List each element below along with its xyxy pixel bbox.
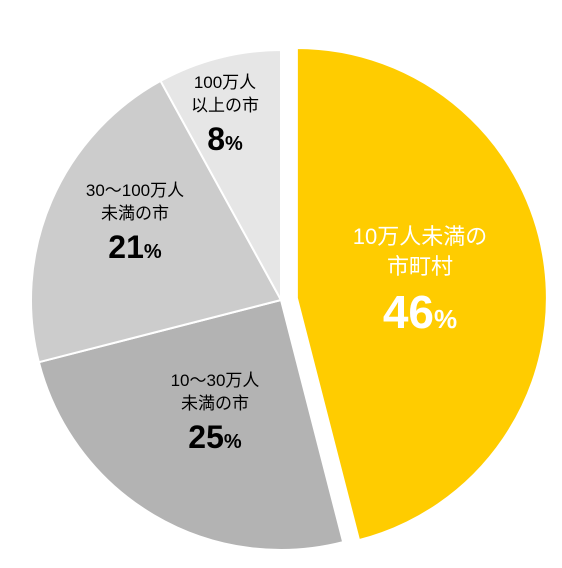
pie-percent-number: 8 bbox=[207, 121, 225, 157]
pie-label-line: 10〜30万人 bbox=[140, 370, 290, 393]
pie-label-s2: 10〜30万人 未満の市 25% bbox=[140, 370, 290, 459]
pie-percent-symbol: % bbox=[434, 304, 457, 334]
pie-label-percent: 46% bbox=[320, 281, 520, 343]
pie-label-line: 以上の市 bbox=[165, 95, 285, 118]
pie-label-line: 未満の市 bbox=[140, 393, 290, 416]
pie-chart: 10万人未満の 市町村 46% 10〜30万人 未満の市 25% 30〜100万… bbox=[0, 0, 562, 568]
pie-percent-symbol: % bbox=[224, 431, 242, 453]
pie-percent-number: 46 bbox=[383, 286, 434, 338]
pie-percent-symbol: % bbox=[225, 133, 243, 155]
pie-label-line: 30〜100万人 bbox=[55, 180, 215, 203]
pie-label-s3: 30〜100万人 未満の市 21% bbox=[55, 180, 215, 269]
pie-label-percent: 8% bbox=[165, 118, 285, 161]
pie-percent-number: 21 bbox=[108, 229, 144, 265]
pie-label-line: 10万人未満の bbox=[320, 222, 520, 252]
pie-label-line: 市町村 bbox=[320, 252, 520, 282]
pie-percent-number: 25 bbox=[188, 419, 224, 455]
pie-label-line: 未満の市 bbox=[55, 203, 215, 226]
pie-label-s1: 10万人未満の 市町村 46% bbox=[320, 222, 520, 343]
pie-label-line: 100万人 bbox=[165, 72, 285, 95]
pie-label-percent: 21% bbox=[55, 226, 215, 269]
pie-label-percent: 25% bbox=[140, 416, 290, 459]
pie-percent-symbol: % bbox=[144, 241, 162, 263]
pie-label-s4: 100万人 以上の市 8% bbox=[165, 72, 285, 161]
